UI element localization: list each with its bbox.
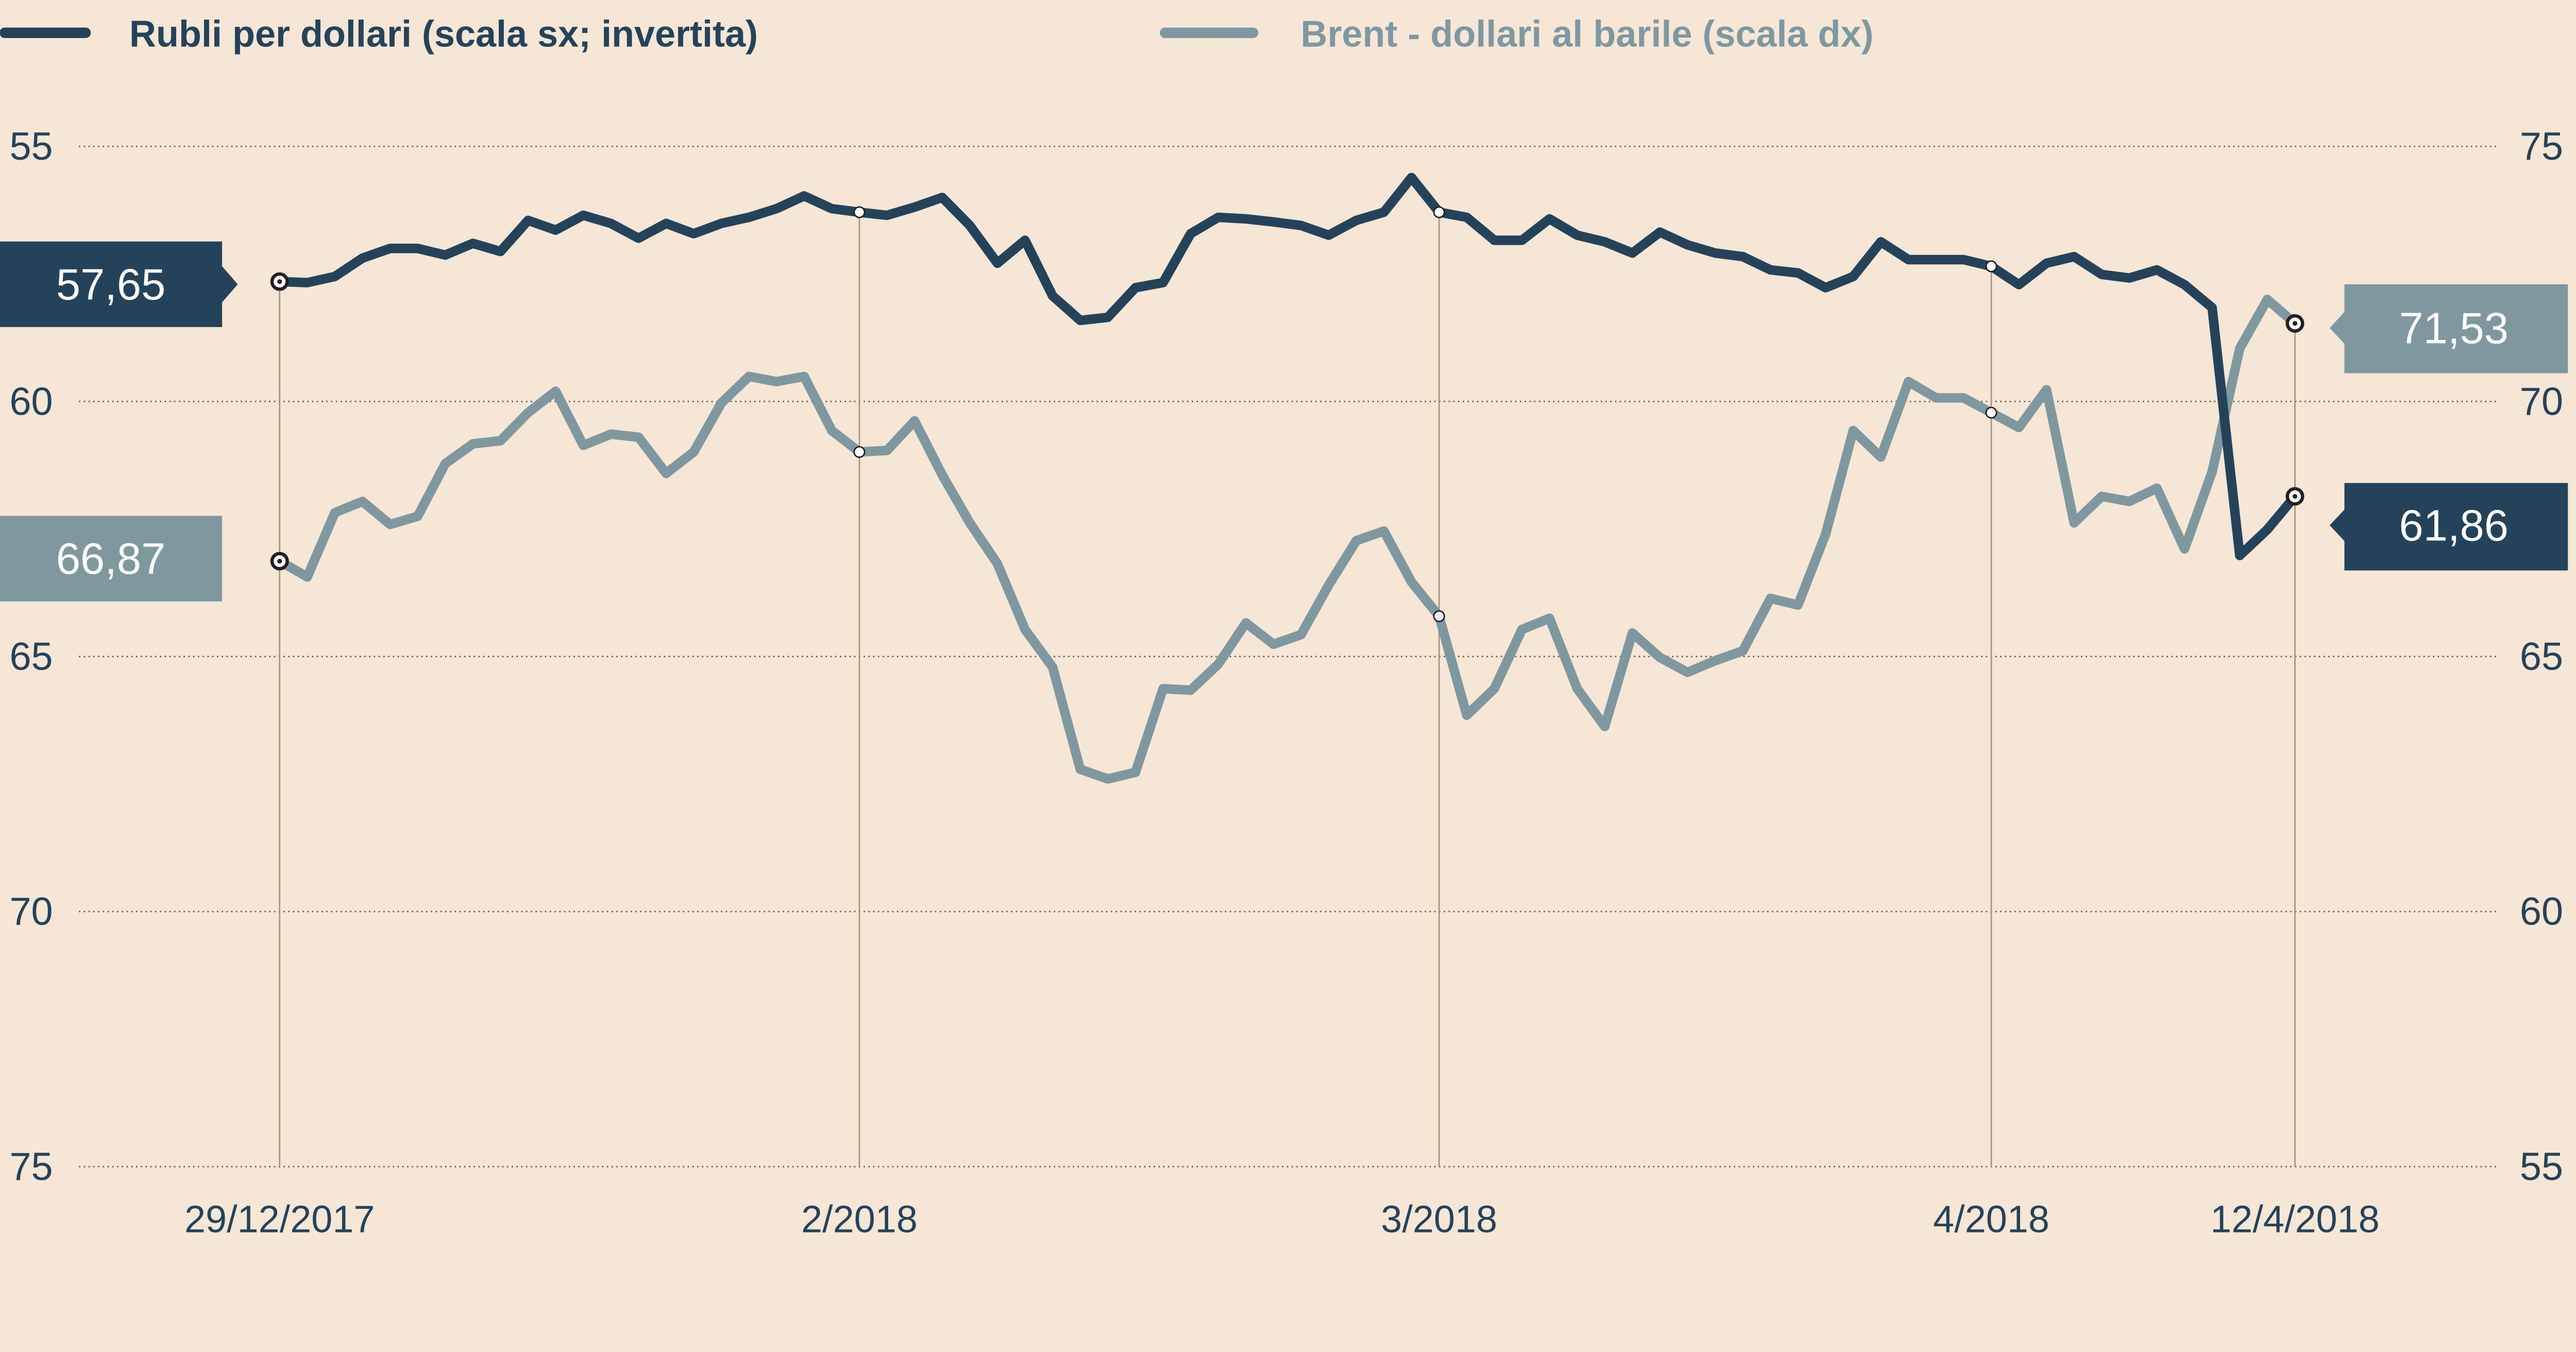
rubli-start-box-shape [0,241,238,328]
data-marker-dot [2292,321,2298,326]
right-tick-label: 70 [2520,380,2563,423]
x-tick-label: 3/2018 [1381,1197,1497,1240]
left-tick-label: 70 [9,890,53,934]
data-marker [1985,406,1997,419]
x-tick-label: 4/2018 [1933,1197,2049,1240]
brent-end-box-shape [2329,284,2568,373]
data-marker [853,446,866,458]
series-lines [275,173,2300,784]
left-tick-label: 75 [9,1145,53,1189]
right-tick-label: 65 [2520,635,2563,679]
series-line-rubli [275,173,2300,560]
data-marker [1433,206,1445,218]
legend-label-brent: Brent - dollari al barile (scala dx) [1300,13,1873,55]
x-tick-label: 29/12/2017 [184,1197,375,1240]
data-marker [1433,610,1445,622]
brent-start-box-shape [0,516,223,602]
x-tick-label: 2/2018 [801,1197,918,1240]
rubli-end-value: 61,86 [2399,501,2509,550]
brent-start-value: 66,87 [56,534,165,583]
rubli-end-box: 61,86 [2329,483,2568,571]
data-marker-dot [277,279,282,284]
data-marker-dot [2292,494,2298,499]
brent-end-value: 71,53 [2399,303,2509,352]
rubli-start-value: 57,65 [56,260,165,309]
axis-labels: 55 60 65 70 75 75 70 65 60 55 29/12/2017 2/2018 3/20… [9,125,2563,1240]
brent-start-box: 66,87 [0,516,223,602]
data-marker [853,206,866,218]
left-tick-label: 60 [9,380,53,423]
right-tick-label: 60 [2520,890,2563,934]
x-tick-label: 12/4/2018 [2210,1197,2379,1240]
right-tick-label: 55 [2520,1145,2563,1189]
series-line-brent [275,295,2300,784]
date-lines [279,212,2296,1167]
left-tick-label: 55 [9,125,53,168]
left-tick-label: 65 [9,635,53,679]
markers [270,206,2304,622]
rubli-start-box: 57,65 [0,241,238,328]
data-marker [1985,260,1997,272]
chart: Rubli per dollari (scala sx; invertita) … [0,0,2576,1248]
brent-end-box: 71,53 [2329,284,2568,373]
chart-background [0,0,2576,1248]
rubli-end-box-shape [2329,483,2568,571]
legend-label-rubli: Rubli per dollari (scala sx; invertita) [129,13,758,55]
right-tick-label: 75 [2520,125,2563,168]
gridlines [79,145,2499,1168]
data-marker-dot [277,558,282,564]
legend: Rubli per dollari (scala sx; invertita) … [0,13,1874,55]
